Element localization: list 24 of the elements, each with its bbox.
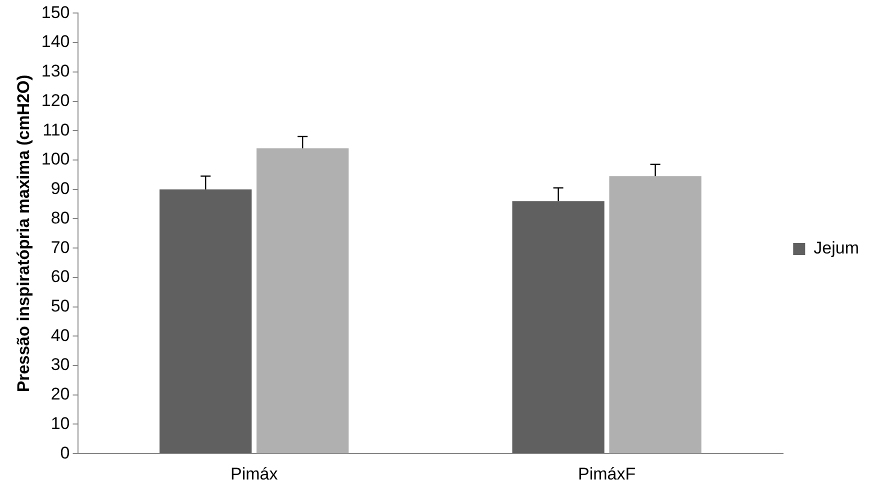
y-tick-label: 30 <box>50 355 70 374</box>
bar <box>256 148 349 454</box>
bar <box>512 201 604 454</box>
y-tick-label: 60 <box>50 267 70 286</box>
y-tick-label: 150 <box>41 2 70 22</box>
bar <box>609 176 702 454</box>
y-tick-label: 90 <box>50 179 70 198</box>
x-tick-label: PimáxF <box>578 464 636 484</box>
y-tick-label: 130 <box>41 62 70 81</box>
y-tick-label: 40 <box>50 326 70 345</box>
y-tick-label: 140 <box>41 32 70 52</box>
y-tick-label: 120 <box>41 90 70 110</box>
y-tick-label: 110 <box>42 120 70 140</box>
y-tick-label: 0 <box>60 443 70 462</box>
y-tick-label: 50 <box>50 296 70 316</box>
y-tick-label: 20 <box>50 384 70 404</box>
y-tick-label: 70 <box>50 238 70 257</box>
y-tick-label: 100 <box>41 150 70 169</box>
x-tick-label: Pimáx <box>230 464 278 484</box>
y-tick-label: 80 <box>50 208 70 228</box>
y-axis-title: Pressão inspiratópria maxima (cmH2O) <box>14 74 33 392</box>
bar <box>160 189 252 454</box>
legend-label: Jejum <box>814 238 860 258</box>
y-tick-label: 10 <box>50 414 70 433</box>
